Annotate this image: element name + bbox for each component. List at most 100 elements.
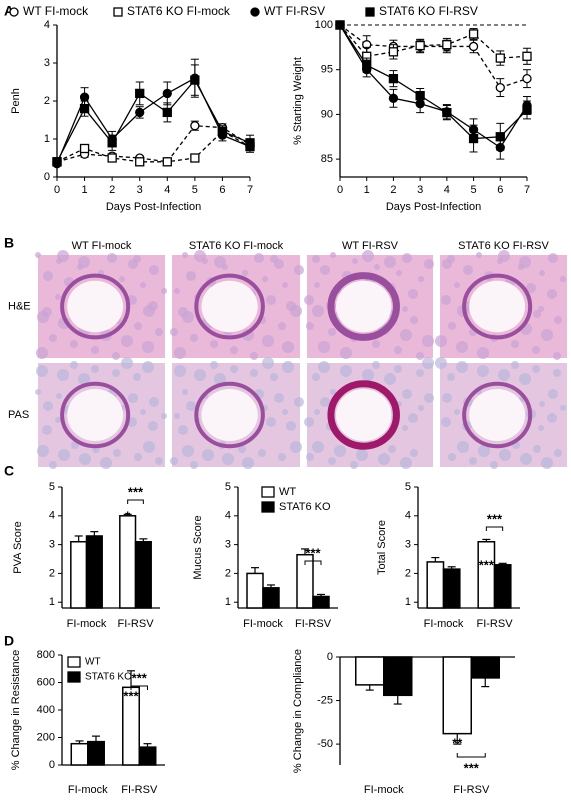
y-tick-label: -25 xyxy=(317,694,333,706)
series-line xyxy=(56,78,251,163)
tissue-speck xyxy=(149,265,159,275)
tissue-speck xyxy=(447,255,455,263)
tissue-speck xyxy=(334,445,346,457)
airway-wall xyxy=(194,273,265,340)
legend-label: STAT6 KO FI-RSV xyxy=(379,4,478,18)
tissue-speck xyxy=(306,322,314,330)
tissue-speck xyxy=(312,255,320,263)
tissue-speck xyxy=(340,365,352,377)
tissue-speck xyxy=(340,347,352,359)
tissue-speck xyxy=(148,421,158,431)
x-tick-label: 3 xyxy=(137,184,143,196)
bar xyxy=(355,656,385,686)
panel-label: B xyxy=(4,235,14,251)
tissue-speck xyxy=(242,457,254,469)
marker xyxy=(522,73,532,84)
tissue-speck xyxy=(314,409,320,415)
airway-lumen xyxy=(201,280,258,333)
x-tick-label: 4 xyxy=(164,184,170,196)
bar xyxy=(246,572,264,609)
significance-label: *** xyxy=(123,688,139,703)
tissue-speck xyxy=(490,461,498,469)
y-tick-label: 0 xyxy=(327,651,333,663)
tissue-speck xyxy=(454,409,460,415)
bar xyxy=(85,535,103,609)
marker xyxy=(135,157,145,167)
tissue-speck xyxy=(155,457,163,465)
x-tick-label: 7 xyxy=(247,184,253,196)
tissue-speck xyxy=(78,373,90,385)
tissue-speck xyxy=(328,457,336,465)
column-header: WT FI-mock xyxy=(72,240,132,252)
x-axis-label: Days Post-Infection xyxy=(386,201,481,213)
tissue-speck xyxy=(134,453,142,461)
marker xyxy=(135,88,145,99)
tissue-speck xyxy=(418,276,424,282)
tissue-speck xyxy=(372,361,380,369)
tissue-speck xyxy=(222,453,234,465)
significance-label: *** xyxy=(128,484,144,499)
column-header: STAT6 KO FI-mock xyxy=(189,240,284,252)
airway-lumen xyxy=(335,280,392,333)
tissue-speck xyxy=(140,282,146,288)
tissue-speck xyxy=(258,449,266,457)
airway-lumen xyxy=(469,389,526,441)
tissue-speck xyxy=(548,253,558,263)
marker xyxy=(52,157,62,167)
legend-swatch xyxy=(67,671,81,683)
tissue-speck xyxy=(214,256,226,268)
tissue-speck xyxy=(186,271,196,281)
x-tick-label: FI-RSV xyxy=(117,618,154,630)
marker xyxy=(79,103,90,114)
tissue-speck xyxy=(149,397,159,407)
tissue-speck xyxy=(56,393,62,399)
marker xyxy=(388,73,399,84)
tissue-speck xyxy=(519,256,531,268)
tissue-speck xyxy=(318,341,330,353)
marker xyxy=(107,153,117,163)
y-tick-label: 5 xyxy=(225,481,231,493)
tissue-speck xyxy=(416,352,424,360)
x-tick-label: 6 xyxy=(219,184,225,196)
y-tick-label: 0 xyxy=(49,759,55,771)
panel-label: D xyxy=(4,633,14,649)
tissue-speck xyxy=(402,389,412,399)
tissue-speck xyxy=(539,401,545,407)
x-tick-label: FI-mock xyxy=(68,784,108,796)
legend-label: WT FI-RSV xyxy=(264,4,325,18)
y-axis-label: PVA Score xyxy=(12,521,24,573)
tissue-speck xyxy=(278,322,286,330)
marker xyxy=(495,82,505,93)
tissue-speck xyxy=(533,445,541,453)
tissue-speck xyxy=(532,346,540,354)
tissue-speck xyxy=(142,341,154,353)
tissue-speck xyxy=(250,369,258,377)
y-tick-label: 85 xyxy=(321,153,333,165)
y-tick-label: 600 xyxy=(37,676,55,688)
panel-label: C xyxy=(4,463,14,479)
y-tick-label: 4 xyxy=(225,510,231,522)
y-axis-label: Total Score xyxy=(376,520,388,575)
tissue-speck xyxy=(186,401,196,411)
tissue-speck xyxy=(266,417,276,427)
airway-wall xyxy=(327,380,400,450)
x-tick-label: 5 xyxy=(192,184,198,196)
bar xyxy=(70,742,89,766)
y-tick-label: 3 xyxy=(44,57,50,69)
tissue-speck xyxy=(330,252,336,258)
tissue-speck xyxy=(456,361,468,373)
tissue-speck xyxy=(477,347,489,359)
tissue-speck xyxy=(476,252,482,258)
x-tick-label: 3 xyxy=(417,184,423,196)
tissue-speck xyxy=(70,361,78,369)
tissue-speck xyxy=(250,352,258,360)
marker xyxy=(250,7,260,17)
panel-label: A xyxy=(4,3,14,19)
tissue-speck xyxy=(174,413,180,419)
tissue-speck xyxy=(238,445,246,453)
marker xyxy=(415,40,425,51)
marker xyxy=(362,60,372,70)
x-tick-label: FI-RSV xyxy=(121,784,158,796)
marker xyxy=(365,7,375,17)
tissue-speck xyxy=(538,425,544,431)
